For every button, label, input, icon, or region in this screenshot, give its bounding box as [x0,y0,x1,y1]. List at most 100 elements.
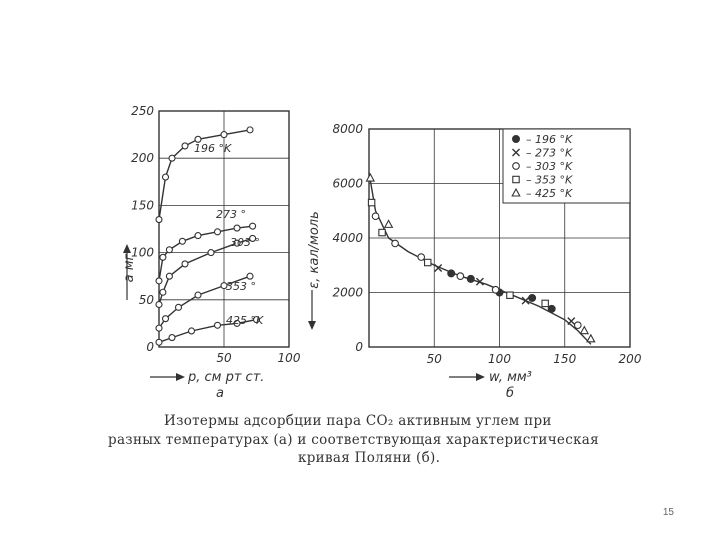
chart-a-xlabel: p, см рт ст. [187,370,264,385]
chart-a-point [155,216,163,224]
chart-b-point [586,333,596,343]
chart-a-point [168,334,176,342]
chart-a-point [246,272,254,280]
chart-b-point [475,277,484,286]
chart-a-point [159,253,167,261]
chart-a-point [161,315,170,323]
chart-a-xtick-label: 50 [216,351,232,365]
chart-a-point [168,154,176,162]
chart-b-xtick-label: 200 [619,352,642,366]
chart-b-legend-label: – 425 °K [526,187,573,200]
chart-b-point [367,198,376,207]
chart-a-point [181,142,189,150]
chart-a-point [161,173,170,181]
chart-b-markers [365,172,596,343]
chart-b-point [434,263,443,272]
chart-b-ytick-label: 6000 [332,177,363,191]
chart-a-point [246,126,254,134]
chart-b-point [378,228,386,237]
chart-a-point [159,288,167,296]
chart-a-series-label: 273 ° [216,208,246,221]
chart-b-legend-label: – 196 °K [526,133,573,146]
caption-line-1: Изотермы адсорбции пара CO₂ активным угл… [164,413,552,429]
chart-a-point [165,272,173,280]
chart-b-ytick-label: 4000 [332,231,363,245]
chart-b-xtick-label: 50 [427,352,443,366]
chart-b-legend-label: – 353 °K [526,174,573,187]
chart-a-point [165,246,173,254]
chart-b-legend-label: – 303 °K [526,160,573,173]
chart-a-point [252,316,261,324]
chart-a-series-label: 425 °K [226,314,264,327]
chart-a-series-label: 303 ° [230,236,260,249]
chart-a-point [155,324,163,332]
chart-b-legend: – 196 °K– 273 °K– 303 °K– 353 °K– 425 °K [511,133,573,200]
chart-b-point [371,212,380,221]
chart-b-xtick-label: 150 [553,352,576,366]
chart-a-ticks: 0 50 100 150 200 250 50 100 [131,104,301,365]
chart-b-ytick-label: 2000 [332,286,363,300]
chart-a-ytick-label: 50 [139,293,155,307]
chart-a-point [174,303,183,311]
chart-b-legend-marker [512,175,520,184]
chart-a-point [178,237,186,245]
chart-a-point [181,260,189,268]
chart-a-series-label: 353 ° [226,280,256,293]
chart-b-point [417,253,426,261]
chart-a-series-label: 196 °K [194,142,232,155]
chart-a-point [220,282,228,290]
chart-b-legend-marker [512,162,520,170]
chart-a-point [220,131,228,139]
chart-b-legend-marker [511,187,521,197]
chart-b-point [567,317,576,326]
chart-b-legend-label: – 273 °K [526,147,573,160]
page-number: 15 [662,507,674,518]
chart-a-series-labels: 196 °K 273 ° 303 ° 353 ° 425 °K [194,142,264,327]
caption-line-2: разных температурах (а) и соответствующа… [108,432,599,448]
chart-a-panel-label: а [216,386,224,401]
chart-a-point [194,291,202,299]
chart-a-point [213,321,222,329]
chart-b-x-arrowhead [476,373,485,381]
chart-a-ylabel: a мг [122,253,137,282]
chart-b-point [506,291,514,299]
chart-a-point [155,300,163,309]
chart-b-point [447,269,456,278]
chart-a-ytick-label: 250 [131,104,154,118]
chart-a-point [155,277,163,285]
chart-b-point [528,293,537,302]
chart-a-point [207,249,215,257]
chart-b-panel-label: б [506,386,514,401]
chart-b-point [579,325,590,335]
chart-a-y-arrowhead [123,244,131,253]
chart-b-point [521,296,530,305]
chart-b-point [383,219,394,228]
chart-b-xtick-label: 100 [488,352,511,366]
chart-b-ytick-label: 0 [355,340,363,354]
chart-a-markers [155,126,261,346]
chart-a-ytick-label: 100 [131,246,154,260]
chart-a-point [194,232,202,240]
chart-a-point [194,135,202,143]
chart-a-point [187,327,196,335]
chart-b-legend-marker [512,148,520,157]
chart-b-point [423,258,432,267]
chart-b-xlabel: w, мм³ [489,370,532,385]
chart-a-xtick-label: 100 [278,351,301,365]
chart-b-point [573,321,582,330]
chart-b-legend-box [502,128,631,204]
chart-b-point [466,274,475,283]
chart-a-ytick-label: 200 [131,151,154,165]
chart-b-ticks: 0 2000 4000 6000 8000 50 100 150 200 [332,122,641,366]
chart-b-point [365,172,376,182]
chart-a-ytick-label: 150 [131,198,154,212]
chart-b-ylabel: ε, кал/моль [307,211,322,289]
chart-a-point [233,224,241,232]
chart-a-x-arrowhead [176,373,185,381]
chart-b-point [456,272,465,281]
chart-b-legend-marker [512,135,520,143]
chart-b-point [547,304,556,313]
chart-b-point [491,285,500,294]
